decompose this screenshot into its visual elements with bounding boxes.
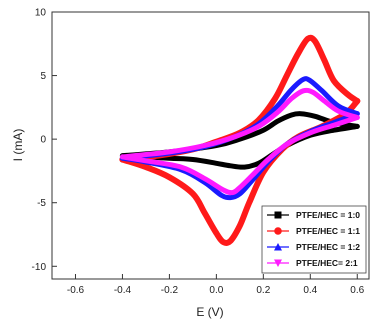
legend-item-1: PTFE/HEC = 1:0: [267, 210, 360, 220]
x-tick-label: -0.6: [67, 285, 85, 296]
y-tick-label: 5: [40, 71, 46, 82]
x-tick-label: 0.4: [303, 285, 317, 296]
legend-item-4: PTFE/HEC= 2:1: [267, 258, 358, 268]
legend: PTFE/HEC = 1:0 PTFE/HEC = 1:1 PTFE/HEC = 1…: [261, 205, 367, 274]
y-tick-label: 0: [40, 135, 46, 146]
y-tick-label: 10: [35, 8, 47, 19]
legend-item-2-marker: [274, 227, 282, 235]
series-group: [119, 34, 361, 247]
x-tick-label: 0.6: [350, 285, 364, 296]
y-tick-label: -10: [32, 262, 47, 273]
legend-items: PTFE/HEC = 1:0 PTFE/HEC = 1:1 PTFE/HEC = 1…: [267, 210, 360, 268]
series-1-cathodic-curve: [119, 123, 360, 170]
axes-group: -0.6 -0.4 -0.2 0.0 0.2 0.4 0.6 -10 -5 0 5 10: [32, 8, 365, 297]
x-tick-label: 0.2: [256, 285, 270, 296]
legend-item-3-marker: [274, 243, 282, 251]
legend-item-3: PTFE/HEC = 1:2: [267, 242, 360, 252]
x-tick-label: 0.0: [209, 285, 223, 296]
y-tick-label: -5: [37, 198, 46, 209]
plot-frame: [51, 11, 370, 280]
x-tick-label: -0.2: [161, 285, 179, 296]
legend-item-4-marker: [274, 259, 282, 267]
x-axis-label: E (V): [196, 305, 223, 319]
legend-item-3-label: PTFE/HEC = 1:2: [296, 242, 360, 252]
x-tick-label: -0.4: [114, 285, 132, 296]
series-4-group: [119, 87, 360, 196]
legend-item-1-label: PTFE/HEC = 1:0: [296, 210, 360, 220]
legend-item-1-marker: [274, 211, 282, 219]
series-1-group: [119, 111, 360, 170]
y-axis-label: I (mA): [11, 129, 25, 162]
series-4-cathodic-curve: [119, 115, 360, 196]
legend-item-2-label: PTFE/HEC = 1:1: [296, 226, 360, 236]
legend-item-2: PTFE/HEC = 1:1: [267, 226, 360, 236]
series-4-anodic-curve: [119, 87, 360, 160]
legend-item-4-label: PTFE/HEC= 2:1: [296, 258, 358, 268]
